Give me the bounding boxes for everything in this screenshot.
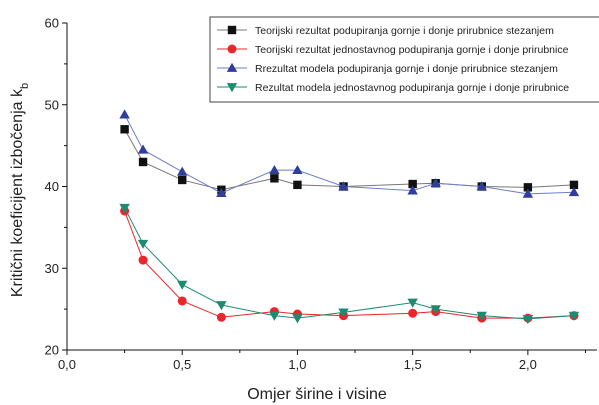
data-point bbox=[216, 187, 227, 197]
data-point bbox=[138, 255, 148, 265]
data-point bbox=[270, 174, 279, 183]
y-tick-label: 60 bbox=[45, 16, 59, 31]
data-point bbox=[338, 308, 349, 318]
legend-label: Rezultat modela jednostavnog podupiranja… bbox=[255, 82, 569, 94]
data-point bbox=[338, 181, 349, 191]
x-tick-label: 0,5 bbox=[173, 357, 191, 372]
data-point bbox=[476, 181, 487, 191]
data-point bbox=[137, 239, 149, 249]
data-point bbox=[408, 179, 417, 189]
legend-label: Teorijski rezultat podupiranja gornje i … bbox=[255, 25, 554, 37]
x-tick-label: 2,0 bbox=[519, 357, 537, 372]
y-axis-title: Kritični koeficijent izbočenja kb bbox=[9, 83, 31, 297]
y-tick-label: 30 bbox=[45, 261, 59, 276]
series-line bbox=[124, 210, 574, 319]
data-point bbox=[120, 125, 129, 134]
legend-marker bbox=[227, 25, 237, 35]
data-point bbox=[523, 183, 533, 192]
series-line bbox=[124, 207, 574, 320]
data-point bbox=[216, 312, 226, 322]
x-tick-label: 1,0 bbox=[288, 357, 306, 372]
data-point bbox=[138, 157, 148, 167]
data-point bbox=[292, 314, 303, 324]
data-point bbox=[407, 298, 418, 308]
legend-marker bbox=[227, 44, 237, 54]
series-1 bbox=[120, 125, 579, 194]
data-point bbox=[269, 311, 280, 321]
data-point bbox=[292, 164, 303, 175]
data-point bbox=[408, 308, 418, 318]
series-3 bbox=[119, 109, 580, 198]
x-tick-label: 1,5 bbox=[404, 357, 422, 372]
legend: Teorijski rezultat podupiranja gornje i … bbox=[209, 16, 599, 103]
data-point bbox=[119, 203, 130, 213]
legend-marker bbox=[226, 62, 238, 72]
data-point bbox=[216, 301, 227, 311]
series-layer bbox=[119, 109, 580, 325]
data-point bbox=[430, 305, 441, 315]
y-tick-label: 50 bbox=[45, 97, 59, 112]
data-point bbox=[407, 185, 418, 195]
data-point bbox=[177, 280, 188, 290]
data-point bbox=[177, 296, 187, 306]
axes: 0,0 0,5 1,0 1,5 2,0 20 30 40 50 60 bbox=[45, 16, 597, 372]
x-tick-label: 0,0 bbox=[58, 357, 76, 372]
data-point bbox=[269, 164, 280, 175]
legend-box bbox=[209, 16, 599, 103]
data-point bbox=[569, 180, 579, 190]
data-point bbox=[430, 178, 441, 188]
data-point bbox=[522, 188, 534, 198]
data-point bbox=[293, 180, 302, 190]
legend-item: Rrezultat modela podupiranja gornje i do… bbox=[217, 62, 558, 75]
data-point bbox=[476, 311, 487, 321]
legend-label: Rrezultat modela podupiranja gornje i do… bbox=[255, 63, 558, 75]
data-point bbox=[137, 144, 149, 154]
series-2 bbox=[120, 206, 579, 323]
data-point bbox=[178, 175, 187, 185]
data-point bbox=[119, 109, 130, 119]
data-point bbox=[568, 187, 580, 197]
series-4 bbox=[119, 203, 580, 325]
data-point bbox=[177, 166, 188, 176]
y-axis-title-main: Kritični koeficijent izbočenja k bbox=[9, 88, 26, 297]
y-tick-label: 20 bbox=[45, 343, 59, 358]
data-point bbox=[522, 315, 534, 325]
legend-item: Teorijski rezultat podupiranja gornje i … bbox=[217, 25, 554, 37]
series-line bbox=[124, 129, 574, 191]
y-axis-title-subscript: b bbox=[19, 83, 31, 89]
legend-label: Teorijski rezultat jednostavnog podupira… bbox=[255, 44, 569, 56]
y-tick-label: 40 bbox=[45, 179, 59, 194]
legend-marker bbox=[226, 83, 238, 93]
data-point bbox=[568, 311, 580, 321]
legend-item: Rezultat modela jednostavnog podupiranja… bbox=[217, 82, 569, 94]
series-line bbox=[124, 114, 574, 195]
legend-item: Teorijski rezultat jednostavnog podupira… bbox=[217, 44, 569, 56]
x-axis-title: Omjer širine i visine bbox=[247, 386, 387, 403]
